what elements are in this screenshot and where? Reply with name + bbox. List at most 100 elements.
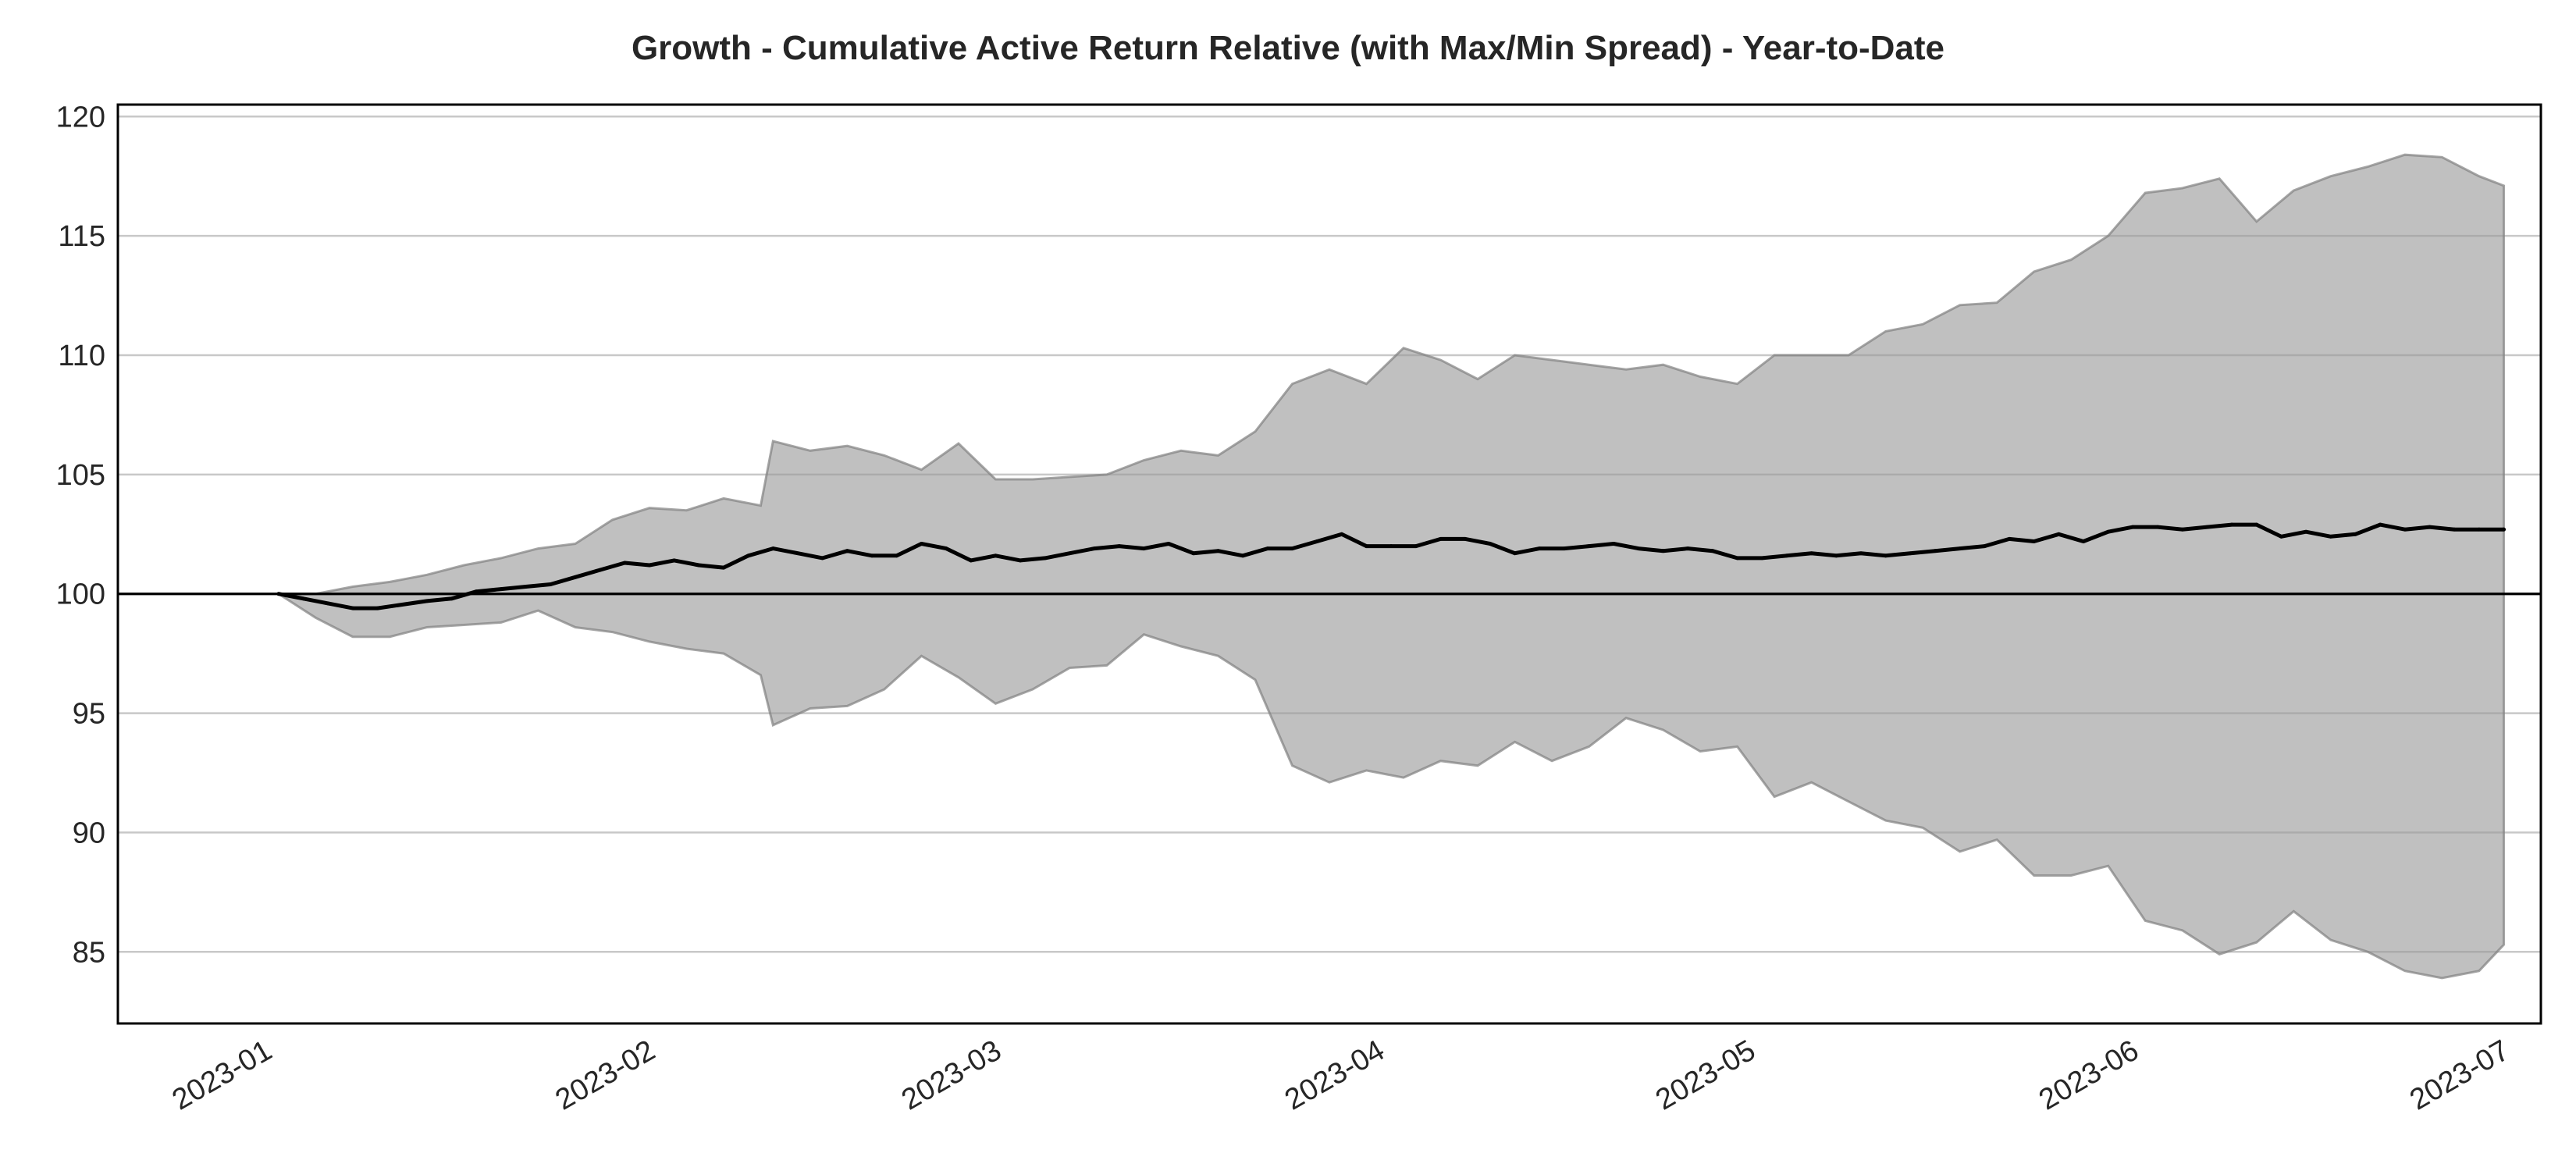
return-point-62 (1809, 551, 1814, 556)
return-point-10 (524, 585, 528, 589)
return-point-44 (1364, 544, 1368, 548)
return-point-33 (1092, 546, 1097, 551)
return-point-20 (770, 546, 775, 551)
return-point-70 (2007, 537, 2012, 541)
return-point-40 (1265, 546, 1270, 551)
return-point-17 (696, 563, 701, 568)
band-layer (274, 153, 2505, 980)
return-point-56 (1661, 549, 1665, 553)
return-point-19 (746, 553, 751, 558)
return-point-36 (1166, 542, 1171, 546)
return-point-35 (1142, 546, 1146, 551)
return-point-11 (548, 582, 553, 586)
return-point-81 (2279, 534, 2283, 539)
y-tick-label-95: 95 (73, 698, 105, 731)
return-point-88 (2452, 527, 2457, 532)
return-point-74 (2106, 529, 2111, 534)
return-point-82 (2304, 529, 2308, 534)
return-point-66 (1908, 551, 1912, 556)
return-point-28 (969, 558, 973, 563)
return-point-58 (1710, 549, 1715, 553)
return-point-59 (1735, 556, 1740, 561)
chart-title: Growth - Cumulative Active Return Relati… (632, 29, 1944, 67)
return-point-83 (2329, 534, 2333, 539)
x-tick-label-2023-06: 2023-06 (2033, 1034, 2144, 1116)
return-point-27 (944, 546, 948, 551)
return-point-68 (1958, 546, 1962, 551)
return-point-85 (2378, 522, 2382, 527)
return-point-24 (870, 553, 874, 558)
y-tick-label-115: 115 (58, 220, 105, 253)
x-tick-label-2023-01: 2023-01 (167, 1034, 278, 1116)
return-point-78 (2205, 525, 2209, 529)
x-tick-label-2023-07: 2023-07 (2404, 1034, 2515, 1116)
return-point-9 (499, 587, 503, 591)
y-tick-label-120: 120 (56, 101, 105, 133)
y-tick-label-90: 90 (73, 817, 105, 849)
return-point-2 (326, 601, 330, 606)
return-point-8 (474, 589, 479, 594)
return-point-15 (647, 563, 652, 568)
return-point-65 (1884, 553, 1888, 558)
return-point-51 (1537, 546, 1542, 551)
return-point-54 (1611, 542, 1616, 546)
return-point-86 (2403, 527, 2407, 532)
return-point-84 (2354, 532, 2357, 536)
return-point-34 (1117, 544, 1122, 548)
return-point-23 (845, 549, 849, 553)
return-point-12 (573, 575, 578, 579)
return-point-43 (1340, 532, 1344, 536)
return-point-6 (425, 599, 429, 603)
return-point-48 (1463, 537, 1468, 541)
return-point-73 (2081, 539, 2086, 543)
return-point-49 (1488, 542, 1493, 546)
return-point-25 (895, 553, 899, 558)
return-point-0 (276, 592, 281, 596)
return-point-26 (919, 542, 923, 546)
return-point-21 (795, 551, 800, 556)
y-axis-ticks: 85 90 95 100 105 110 115 120 (56, 101, 105, 969)
return-point-77 (2180, 527, 2185, 532)
y-tick-label-105: 105 (56, 459, 105, 492)
return-point-60 (1759, 556, 1764, 561)
return-point-50 (1513, 551, 1517, 556)
return-point-75 (2130, 525, 2135, 529)
return-point-87 (2428, 525, 2432, 529)
spread-band (274, 153, 2505, 980)
return-point-55 (1636, 546, 1641, 551)
y-tick-label-85: 85 (73, 936, 105, 969)
return-point-63 (1834, 553, 1838, 558)
return-point-53 (1587, 544, 1591, 548)
plot-frame (116, 103, 2542, 1025)
return-point-7 (450, 596, 454, 601)
return-point-31 (1043, 556, 1048, 561)
return-point-4 (375, 606, 379, 610)
return-point-13 (598, 568, 603, 572)
return-point-14 (622, 561, 627, 565)
return-point-16 (672, 558, 677, 563)
return-point-76 (2155, 525, 2160, 529)
return-point-80 (2254, 522, 2259, 527)
return-point-1 (301, 596, 305, 601)
y-tick-label-110: 110 (58, 340, 105, 372)
return-point-39 (1240, 553, 1245, 558)
return-point-64 (1859, 551, 1863, 556)
frame-layer (116, 103, 2542, 1025)
return-point-29 (994, 553, 998, 558)
return-point-42 (1315, 539, 1319, 543)
return-point-47 (1439, 537, 1443, 541)
return-point-38 (1216, 549, 1220, 553)
return-point-69 (1982, 544, 1987, 548)
return-point-41 (1290, 546, 1294, 551)
x-tick-label-2023-05: 2023-05 (1650, 1034, 1761, 1116)
return-point-32 (1068, 551, 1072, 556)
x-tick-label-2023-04: 2023-04 (1279, 1034, 1390, 1116)
line-layer (118, 522, 2541, 610)
return-point-30 (1018, 558, 1023, 563)
return-point-46 (1414, 544, 1418, 548)
return-point-22 (820, 556, 825, 561)
x-tick-label-2023-02: 2023-02 (550, 1034, 661, 1116)
x-axis-ticks: 2023-01 2023-02 2023-03 2023-04 2023-05 2023-… (167, 1034, 2515, 1116)
x-tick-label-2023-03: 2023-03 (896, 1034, 1007, 1116)
